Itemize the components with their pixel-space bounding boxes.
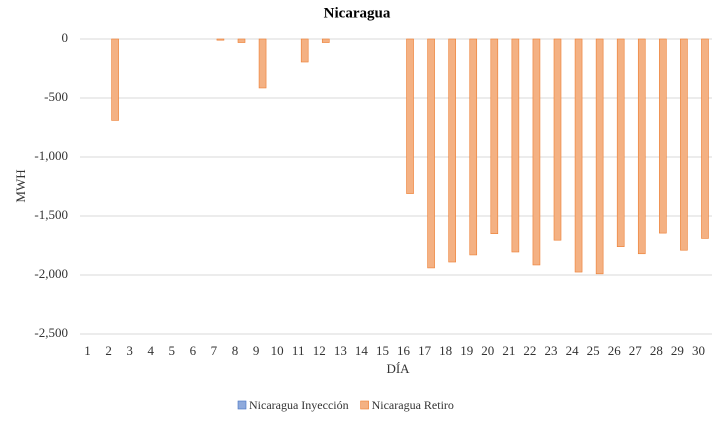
bar [469,38,478,256]
bar [427,38,435,269]
x-tick-label: 29 [671,343,684,358]
bar [300,38,309,63]
legend-label: Nicaragua Inyección [249,398,349,412]
chart-title: Nicaragua [324,5,391,21]
x-tick-label: 12 [313,343,326,358]
y-axis-label: MWH [13,169,28,202]
bar [616,38,625,247]
bar [237,38,246,43]
bar [258,38,267,89]
y-tick-label: -1,500 [34,207,68,222]
x-tick-label: 21 [502,343,515,358]
x-tick-label: 27 [629,343,643,358]
legend-swatch [237,400,247,410]
x-tick-label: 25 [587,343,600,358]
bar [448,38,456,263]
x-tick-label: 8 [232,343,239,358]
x-tick-label: 3 [126,343,133,358]
x-tick-label: 9 [253,343,260,358]
x-tick-label: 16 [397,343,411,358]
bar [511,38,520,253]
x-tick-label: 26 [608,343,622,358]
x-tick-label: 11 [292,343,305,358]
bar [532,38,541,266]
bar [595,38,604,275]
bar [574,38,583,273]
y-tick-label: -2,500 [34,325,68,340]
bar [216,38,225,41]
y-tick-label: -2,000 [34,266,68,281]
x-tick-label: 19 [460,343,473,358]
legend-swatch [360,400,369,410]
legend-label: Nicaragua Retiro [372,398,454,412]
bar [490,38,499,234]
bar [701,38,709,239]
y-tick-label: -500 [44,89,68,104]
x-tick-label: 20 [481,343,494,358]
x-tick-label: 10 [271,343,284,358]
x-tick-label: 6 [190,343,197,358]
x-tick-label: 7 [211,343,218,358]
bar [111,38,119,121]
x-axis-label: DÍA [386,361,410,376]
x-tick-label: 24 [566,343,580,358]
x-tick-label: 14 [355,343,369,358]
x-tick-label: 13 [334,343,347,358]
x-tick-label: 4 [147,343,154,358]
x-tick-label: 2 [105,343,112,358]
x-tick-label: 17 [418,343,432,358]
bar [553,38,562,241]
bar [659,38,667,234]
x-tick-label: 18 [439,343,452,358]
bar [321,38,330,43]
y-tick-label: 0 [62,30,69,45]
bar [637,38,646,255]
x-tick-label: 15 [376,343,389,358]
x-tick-label: 30 [692,343,705,358]
x-tick-label: 28 [650,343,663,358]
bar [406,38,414,194]
x-tick-label: 23 [545,343,558,358]
x-tick-label: 1 [84,343,91,358]
y-tick-label: -1,000 [34,148,68,163]
x-tick-label: 22 [523,343,536,358]
bar [680,38,688,251]
x-tick-label: 5 [169,343,176,358]
